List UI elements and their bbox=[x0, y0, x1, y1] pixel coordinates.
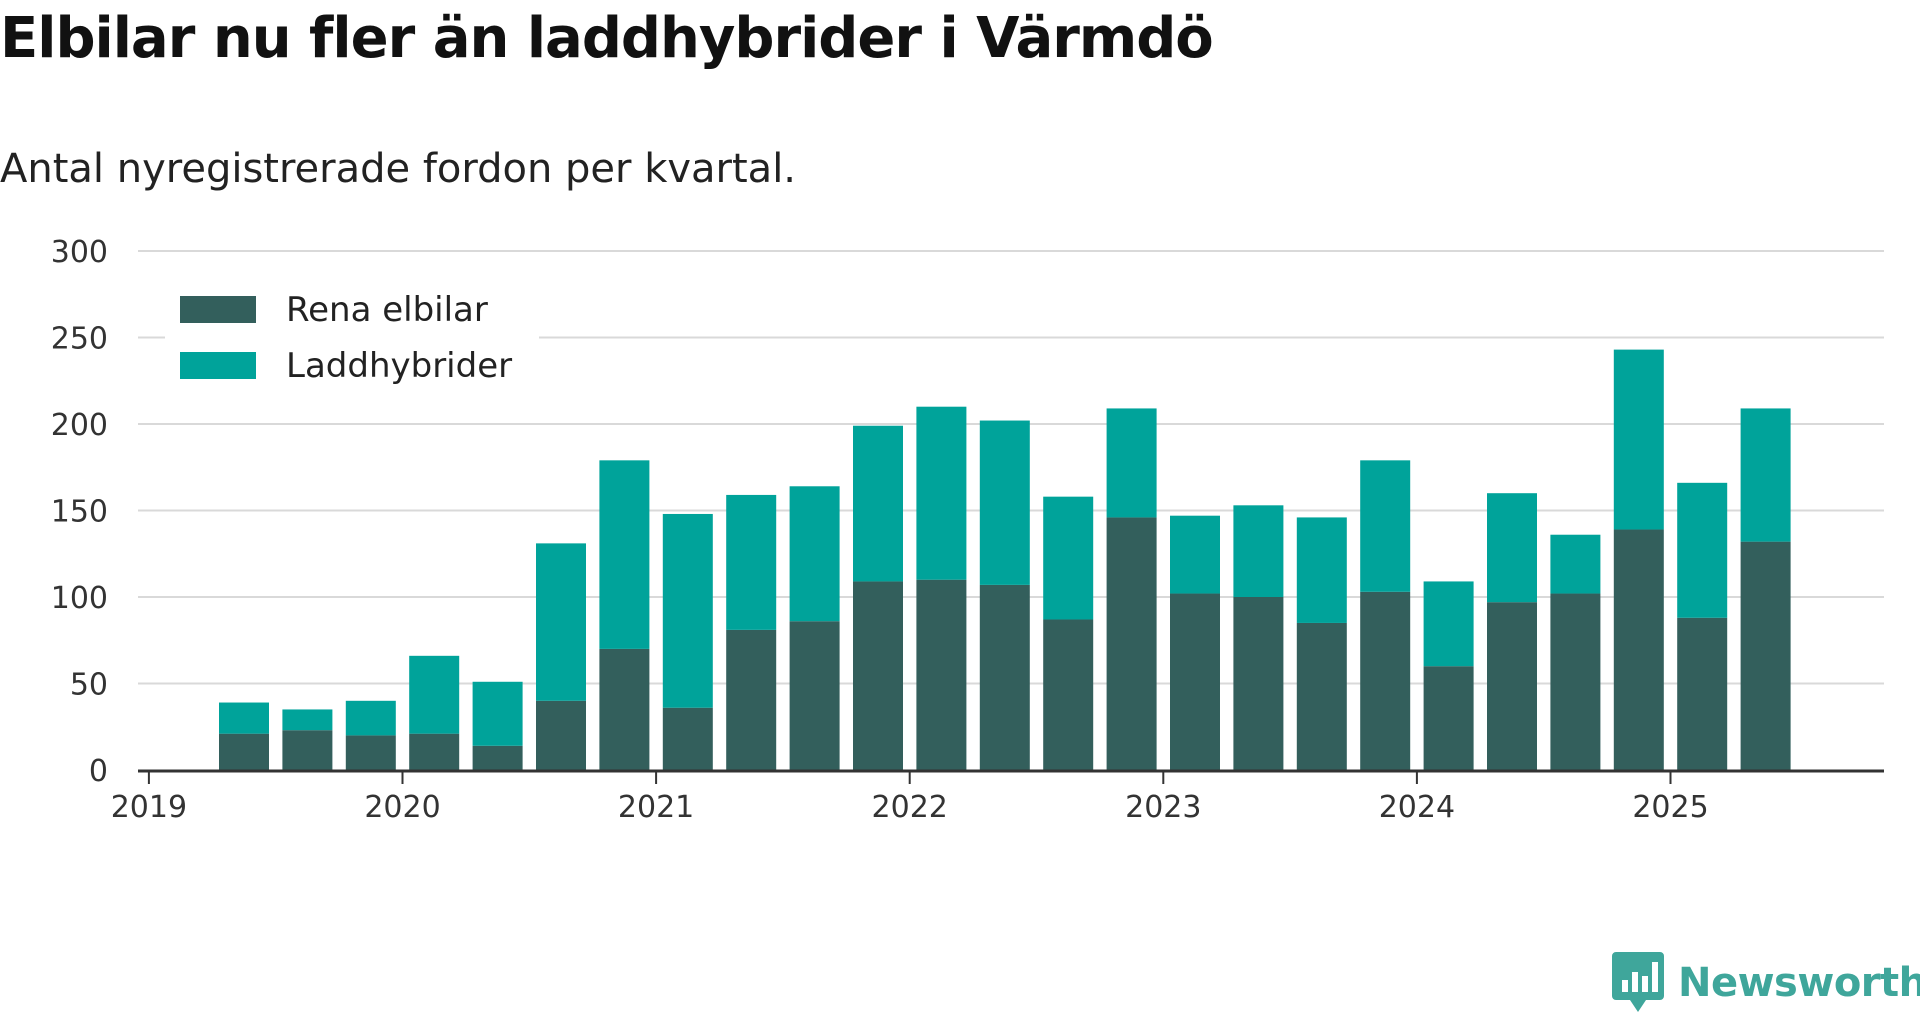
legend-swatch-rena-elbilar bbox=[180, 296, 256, 323]
bar-laddhybrider-24 bbox=[1740, 408, 1791, 542]
bar-rena-elbilar-12 bbox=[979, 584, 1030, 770]
legend-label-laddhybrider: Laddhybrider bbox=[286, 346, 512, 386]
bar-rena-elbilar-17 bbox=[1296, 622, 1347, 770]
bar-laddhybrider-5 bbox=[536, 543, 586, 701]
bar-rena-elbilar-16 bbox=[1233, 597, 1284, 770]
bar-rena-elbilar-6 bbox=[599, 648, 650, 770]
bar-rena-elbilar-0 bbox=[219, 733, 269, 770]
bar-laddhybrider-4 bbox=[472, 681, 523, 746]
bar-laddhybrider-2 bbox=[345, 700, 396, 736]
bar-laddhybrider-15 bbox=[1170, 515, 1220, 594]
bar-rena-elbilar-18 bbox=[1360, 591, 1411, 770]
bar-rena-elbilar-9 bbox=[789, 621, 840, 770]
bar-laddhybrider-0 bbox=[219, 702, 269, 734]
bar-laddhybrider-14 bbox=[1106, 408, 1157, 518]
x-tick-label: 2024 bbox=[1379, 790, 1455, 825]
y-tick-label: 250 bbox=[51, 322, 108, 357]
bar-rena-elbilar-3 bbox=[409, 733, 460, 770]
y-axis-ticks: 0 50 100 150 200 250 300 bbox=[51, 235, 108, 789]
x-tick-label: 2022 bbox=[872, 790, 948, 825]
bar-rena-elbilar-5 bbox=[536, 700, 586, 770]
bar-rena-elbilar-2 bbox=[345, 735, 396, 770]
bar-laddhybrider-17 bbox=[1296, 517, 1347, 623]
bar-laddhybrider-3 bbox=[409, 655, 460, 734]
bar-laddhybrider-19 bbox=[1423, 581, 1474, 667]
bar-laddhybrider-13 bbox=[1043, 496, 1094, 620]
x-tick-label: 2020 bbox=[364, 790, 440, 825]
bar-rena-elbilar-22 bbox=[1613, 529, 1664, 770]
chart-subtitle: Antal nyregistrerade fordon per kvartal. bbox=[0, 146, 797, 192]
bar-rena-elbilar-20 bbox=[1487, 602, 1537, 770]
legend: Rena elbilar Laddhybrider bbox=[165, 283, 539, 387]
bar-rena-elbilar-1 bbox=[282, 730, 333, 770]
newsworthy-logo-icon bbox=[1612, 952, 1664, 1012]
bar-rena-elbilar-11 bbox=[916, 579, 967, 770]
bar-laddhybrider-9 bbox=[789, 486, 840, 622]
newsworthy-logo: Newsworthy bbox=[1612, 952, 1920, 1014]
bar-rena-elbilar-4 bbox=[472, 745, 523, 770]
bar-laddhybrider-16 bbox=[1233, 505, 1284, 597]
bar-laddhybrider-6 bbox=[599, 460, 650, 649]
x-tick-label: 2021 bbox=[618, 790, 694, 825]
bar-laddhybrider-22 bbox=[1613, 349, 1664, 530]
x-tick-label: 2023 bbox=[1125, 790, 1201, 825]
bar-rena-elbilar-8 bbox=[726, 629, 777, 770]
y-tick-label: 150 bbox=[51, 495, 108, 530]
bar-laddhybrider-10 bbox=[853, 425, 903, 582]
x-axis-ticks: 2019 2020 2021 2022 2023 2024 2025 bbox=[111, 770, 1709, 825]
bar-laddhybrider-7 bbox=[662, 513, 713, 708]
x-tick-label: 2025 bbox=[1632, 790, 1708, 825]
bar-laddhybrider-11 bbox=[916, 406, 967, 580]
newsworthy-brand-name: Newsworthy bbox=[1678, 960, 1920, 1006]
bar-laddhybrider-18 bbox=[1360, 460, 1411, 592]
legend-label-rena-elbilar: Rena elbilar bbox=[286, 290, 488, 330]
bar-rena-elbilar-14 bbox=[1106, 517, 1157, 770]
bar-rena-elbilar-23 bbox=[1677, 617, 1728, 770]
y-tick-label: 200 bbox=[51, 408, 108, 443]
bar-laddhybrider-21 bbox=[1550, 534, 1601, 594]
bar-rena-elbilar-7 bbox=[662, 707, 713, 770]
bar-rena-elbilar-21 bbox=[1550, 593, 1601, 770]
y-tick-label: 100 bbox=[51, 581, 108, 616]
bar-rena-elbilar-10 bbox=[853, 581, 903, 770]
bar-laddhybrider-8 bbox=[726, 494, 777, 630]
bar-rena-elbilar-24 bbox=[1740, 541, 1791, 770]
y-tick-label: 0 bbox=[89, 754, 108, 789]
bars bbox=[219, 349, 1791, 770]
y-tick-label: 50 bbox=[70, 668, 108, 703]
bar-rena-elbilar-15 bbox=[1170, 593, 1220, 770]
bar-rena-elbilar-13 bbox=[1043, 619, 1094, 770]
legend-swatch-laddhybrider bbox=[180, 352, 256, 379]
bar-laddhybrider-1 bbox=[282, 709, 333, 731]
bar-laddhybrider-12 bbox=[979, 420, 1030, 585]
bar-laddhybrider-20 bbox=[1487, 493, 1537, 603]
bar-laddhybrider-23 bbox=[1677, 482, 1728, 618]
x-tick-label: 2019 bbox=[111, 790, 187, 825]
bar-rena-elbilar-19 bbox=[1423, 666, 1474, 770]
chart-title: Elbilar nu fler än laddhybrider i Värmdö bbox=[0, 6, 1214, 71]
y-tick-label: 300 bbox=[51, 235, 108, 270]
